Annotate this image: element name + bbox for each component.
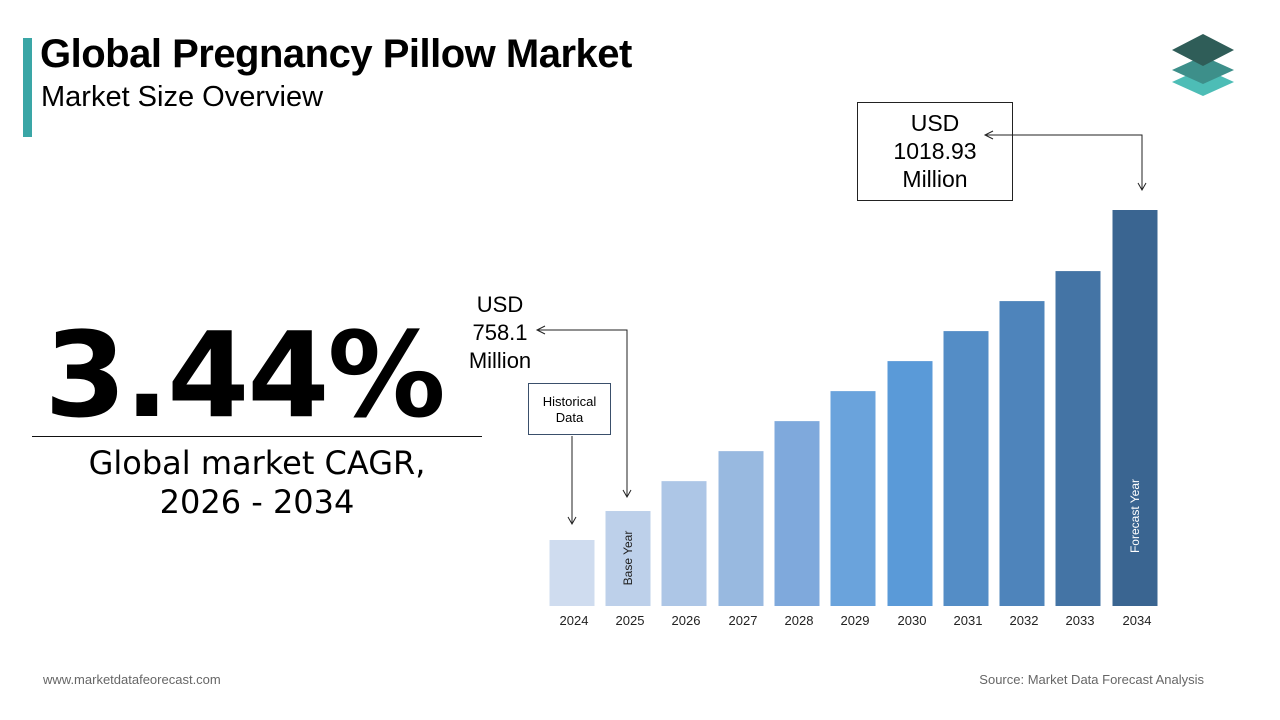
website-link[interactable]: www.marketdatafeorecast.com	[43, 672, 221, 687]
bar-2029	[830, 391, 876, 606]
callout-end-line2: 1018.93	[893, 138, 977, 164]
historical-line1: Historical	[542, 394, 597, 409]
bar-annotations: Base Year Forecast Year	[621, 479, 1142, 585]
bar-2025	[605, 511, 651, 606]
bar-2030	[887, 361, 933, 606]
x-tick-2026: 2026	[672, 613, 701, 628]
x-tick-2025: 2025	[616, 613, 645, 628]
arrow-end-head-left	[983, 130, 994, 140]
logo-icon	[1172, 34, 1234, 96]
x-axis-ticks: 2024 2025 2026 2027 2028 2029 2030 2031 2032 2033…	[560, 613, 1152, 628]
cagr-label: Global market CAGR, 2026 - 2034	[32, 444, 482, 522]
callout-base-line3: Million	[468, 348, 532, 373]
page-subtitle: Market Size Overview	[41, 81, 324, 113]
callout-base-line2: 758.1	[472, 320, 528, 345]
bar-2027	[718, 451, 764, 606]
source-note: Source: Market Data Forecast Analysis	[979, 672, 1204, 687]
x-tick-2034: 2034	[1123, 613, 1152, 628]
page-title: Global Pregnancy Pillow Market	[40, 32, 632, 76]
arrow-end-connector	[985, 134, 1143, 190]
callout-base-line1: USD	[476, 292, 524, 317]
cagr-value: 3.44%	[44, 306, 445, 444]
bar-label-2025: Base Year	[621, 531, 635, 586]
arrow-base-head-down	[622, 489, 632, 499]
bar-label-2034: Forecast Year	[1128, 479, 1142, 553]
historical-line2: Data	[555, 410, 584, 425]
arrow-end-head-down	[1137, 182, 1147, 192]
callout-base-value: USD 758.1 Million	[450, 291, 550, 375]
x-tick-2027: 2027	[729, 613, 758, 628]
bar-2024	[549, 540, 595, 606]
x-tick-2028: 2028	[785, 613, 814, 628]
arrow-hist-head-down	[567, 516, 577, 526]
bar-2026	[661, 481, 707, 606]
callout-end-value: USD 1018.93 Million	[857, 102, 1013, 201]
cagr-label-line2: 2026 - 2034	[159, 483, 355, 521]
callout-end-line1: USD	[910, 110, 960, 136]
x-tick-2029: 2029	[841, 613, 870, 628]
arrows	[535, 130, 1147, 526]
bar-2031	[943, 331, 989, 606]
bar-2034	[1112, 210, 1158, 606]
x-tick-2031: 2031	[954, 613, 983, 628]
accent-bar	[23, 38, 32, 137]
bars-group	[549, 210, 1158, 606]
arrow-base-head-left	[535, 325, 546, 335]
divider	[32, 436, 482, 437]
x-tick-2024: 2024	[560, 613, 589, 628]
bar-2028	[774, 421, 820, 606]
historical-data-box: Historical Data	[528, 383, 611, 435]
x-tick-2033: 2033	[1066, 613, 1095, 628]
arrow-base-connector	[537, 329, 628, 497]
logo-layer-middle	[1172, 56, 1234, 84]
bar-2032	[999, 301, 1045, 606]
x-tick-2030: 2030	[898, 613, 927, 628]
logo-layer-top	[1172, 34, 1234, 66]
cagr-label-line1: Global market CAGR,	[88, 444, 426, 482]
x-tick-2032: 2032	[1010, 613, 1039, 628]
callout-end-line3: Million	[902, 166, 968, 192]
bar-2033	[1055, 271, 1101, 606]
